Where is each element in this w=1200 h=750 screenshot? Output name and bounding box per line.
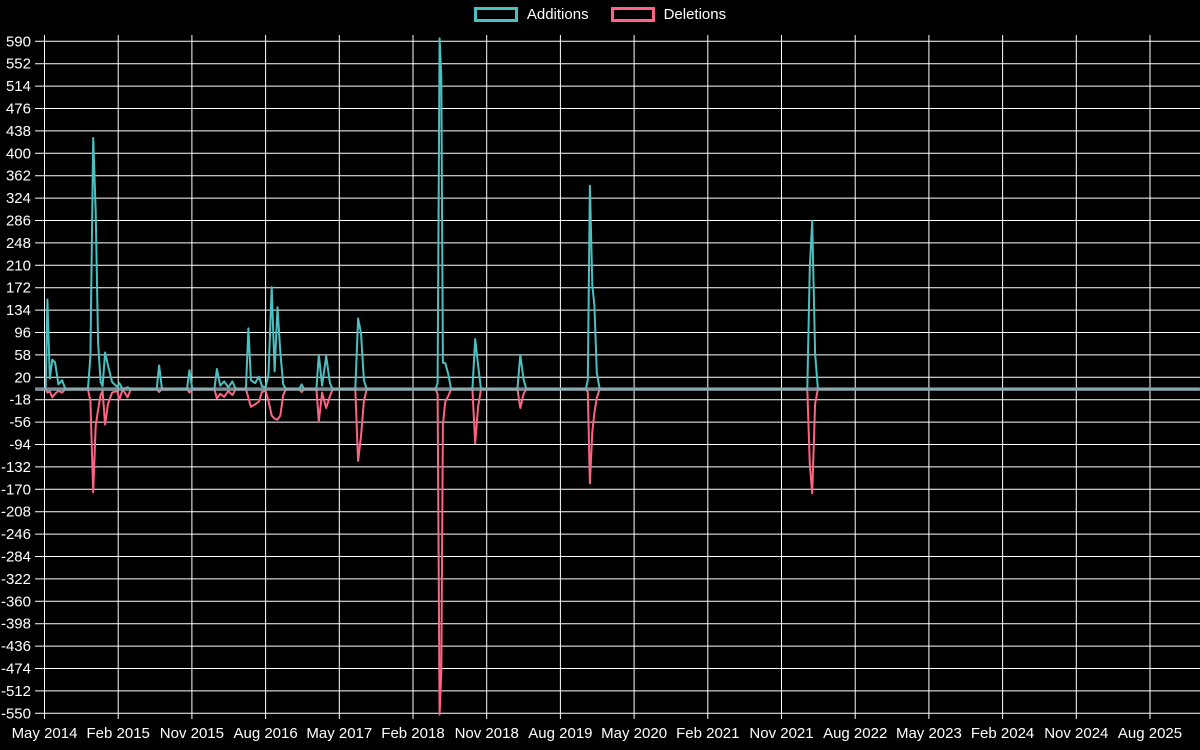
x-tick-label: Nov 2015	[160, 725, 224, 742]
y-tick-label: -322	[1, 571, 31, 588]
y-tick-label: 400	[6, 145, 31, 162]
y-tick-label: 96	[14, 324, 31, 341]
y-tick-label: 210	[6, 257, 31, 274]
y-tick-label: 324	[6, 190, 31, 207]
legend-label-deletions: Deletions	[663, 6, 727, 23]
y-tick-label: -94	[9, 436, 31, 453]
legend-item-deletions[interactable]: Deletions	[610, 6, 727, 23]
deletions-swatch-icon	[610, 7, 655, 22]
x-tick-label: Feb 2018	[381, 725, 444, 742]
y-tick-label: 172	[6, 280, 31, 297]
y-tick-label: -360	[1, 593, 31, 610]
x-tick-label: May 2023	[896, 725, 962, 742]
x-tick-label: Aug 2022	[823, 725, 887, 742]
y-tick-label: 476	[6, 100, 31, 117]
x-tick-label: Feb 2024	[971, 725, 1034, 742]
y-tick-label: -208	[1, 504, 31, 521]
x-tick-label: Aug 2025	[1118, 725, 1182, 742]
y-tick-label: 286	[6, 212, 31, 229]
additions-swatch-icon	[473, 7, 518, 22]
x-tick-label: May 2017	[306, 725, 372, 742]
y-tick-label: 552	[6, 56, 31, 73]
y-tick-label: -436	[1, 638, 31, 655]
x-tick-label: Feb 2021	[676, 725, 739, 742]
y-tick-label: -170	[1, 481, 31, 498]
x-tick-label: May 2014	[12, 725, 78, 742]
y-tick-label: -474	[1, 660, 31, 677]
chart-legend: Additions Deletions	[0, 6, 1200, 23]
x-tick-label: Aug 2016	[233, 725, 297, 742]
y-tick-label: 20	[14, 369, 31, 386]
series-line-deletions	[44, 388, 1200, 716]
y-tick-label: 438	[6, 123, 31, 140]
y-tick-label: 134	[6, 302, 31, 319]
y-tick-label: 248	[6, 235, 31, 252]
x-tick-label: May 2020	[601, 725, 667, 742]
y-tick-label: -18	[9, 392, 31, 409]
x-tick-label: Nov 2018	[455, 725, 519, 742]
y-tick-label: -398	[1, 616, 31, 633]
y-tick-label: -512	[1, 683, 31, 700]
legend-item-additions[interactable]: Additions	[473, 6, 589, 23]
y-tick-label: 590	[6, 33, 31, 50]
x-tick-label: Feb 2015	[87, 725, 150, 742]
x-tick-label: Nov 2021	[749, 725, 813, 742]
x-tick-label: Aug 2019	[528, 725, 592, 742]
legend-label-additions: Additions	[526, 6, 589, 23]
y-tick-label: -550	[1, 705, 31, 722]
y-tick-label: 58	[14, 347, 31, 364]
x-tick-label: Nov 2024	[1044, 725, 1108, 742]
y-tick-label: -284	[1, 548, 31, 565]
series-line-additions	[43, 37, 1200, 391]
y-tick-label: -56	[9, 414, 31, 431]
y-tick-label: 362	[6, 168, 31, 185]
y-tick-label: -132	[1, 459, 31, 476]
y-tick-label: -246	[1, 526, 31, 543]
y-tick-label: 514	[6, 78, 31, 95]
